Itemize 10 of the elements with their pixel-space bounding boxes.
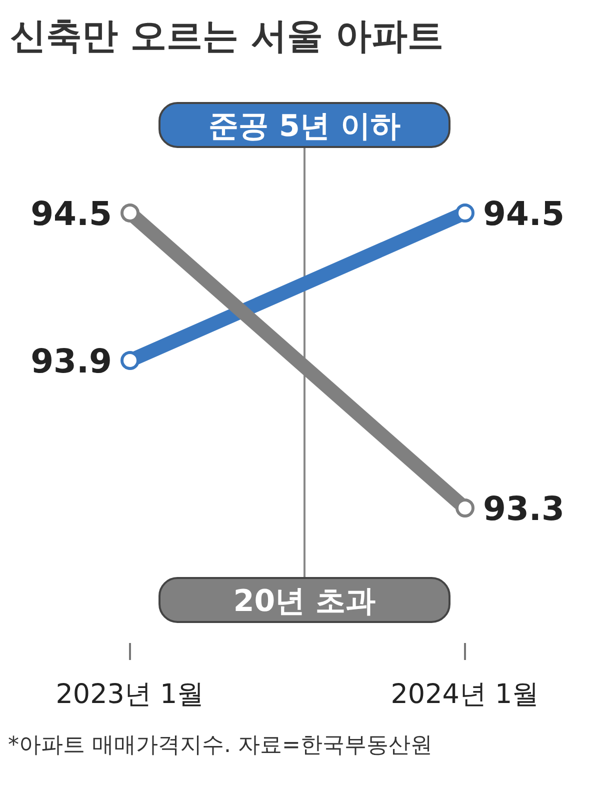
text: 20년 초과: [233, 584, 376, 619]
data-label: 93.9: [30, 342, 112, 380]
data-label: 93.3: [483, 489, 564, 528]
x-tick-label: 2024년 1월: [390, 679, 540, 710]
chart-title: 신축만 오르는 서울 아파트: [10, 16, 444, 57]
data-label: 94.5: [30, 194, 112, 233]
text: *아파트 매매가격지수. 자료=한국부동산원: [8, 733, 432, 758]
text: 준공 5년 이하: [208, 109, 400, 144]
data-label: 94.5: [483, 194, 564, 233]
x-tick-label: 2023년 1월: [56, 679, 204, 710]
